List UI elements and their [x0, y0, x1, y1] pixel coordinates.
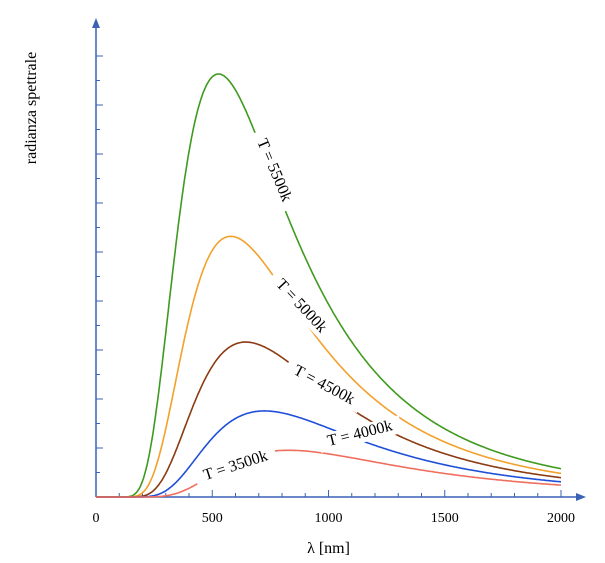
curves: [96, 73, 562, 498]
series-label: T = 5000k: [272, 276, 330, 336]
ticks: 0 500 1000 1500 2000: [93, 55, 575, 526]
y-axis-label: radianza spettrale: [23, 52, 40, 164]
series-line: [96, 410, 562, 498]
series-line: [96, 73, 562, 498]
series-label-group: T = 4000k: [317, 415, 403, 454]
series-label-background: [193, 444, 279, 488]
series-line: [96, 449, 562, 498]
series-label-background: [265, 269, 337, 344]
series-label-group: T = 4500k: [282, 357, 366, 414]
x-tick-label: 0: [93, 511, 100, 526]
series-label-background: [248, 128, 299, 213]
series-label: T = 4000k: [326, 417, 395, 450]
curve-labels: T = 5500k T = 5000k T = 4500k T = 4000k T = …: [193, 128, 403, 488]
x-axis-label: λ [nm]: [307, 540, 350, 557]
series-line: [96, 235, 562, 498]
series-label-background: [282, 357, 366, 414]
x-tick-label: 1000: [315, 511, 343, 526]
series-label-group: T = 3500k: [193, 444, 279, 488]
series-label-group: T = 5500k: [248, 128, 299, 213]
series-label-group: T = 5000k: [265, 269, 337, 344]
x-tick-label: 500: [202, 511, 223, 526]
y-axis-arrow: [92, 18, 100, 28]
x-tick-label: 2000: [547, 511, 575, 526]
x-axis-arrow: [576, 493, 586, 501]
series-label: T = 4500k: [291, 362, 358, 408]
series-label-background: [317, 415, 403, 454]
series-label: T = 3500k: [201, 447, 270, 484]
x-tick-label: 1500: [431, 511, 459, 526]
